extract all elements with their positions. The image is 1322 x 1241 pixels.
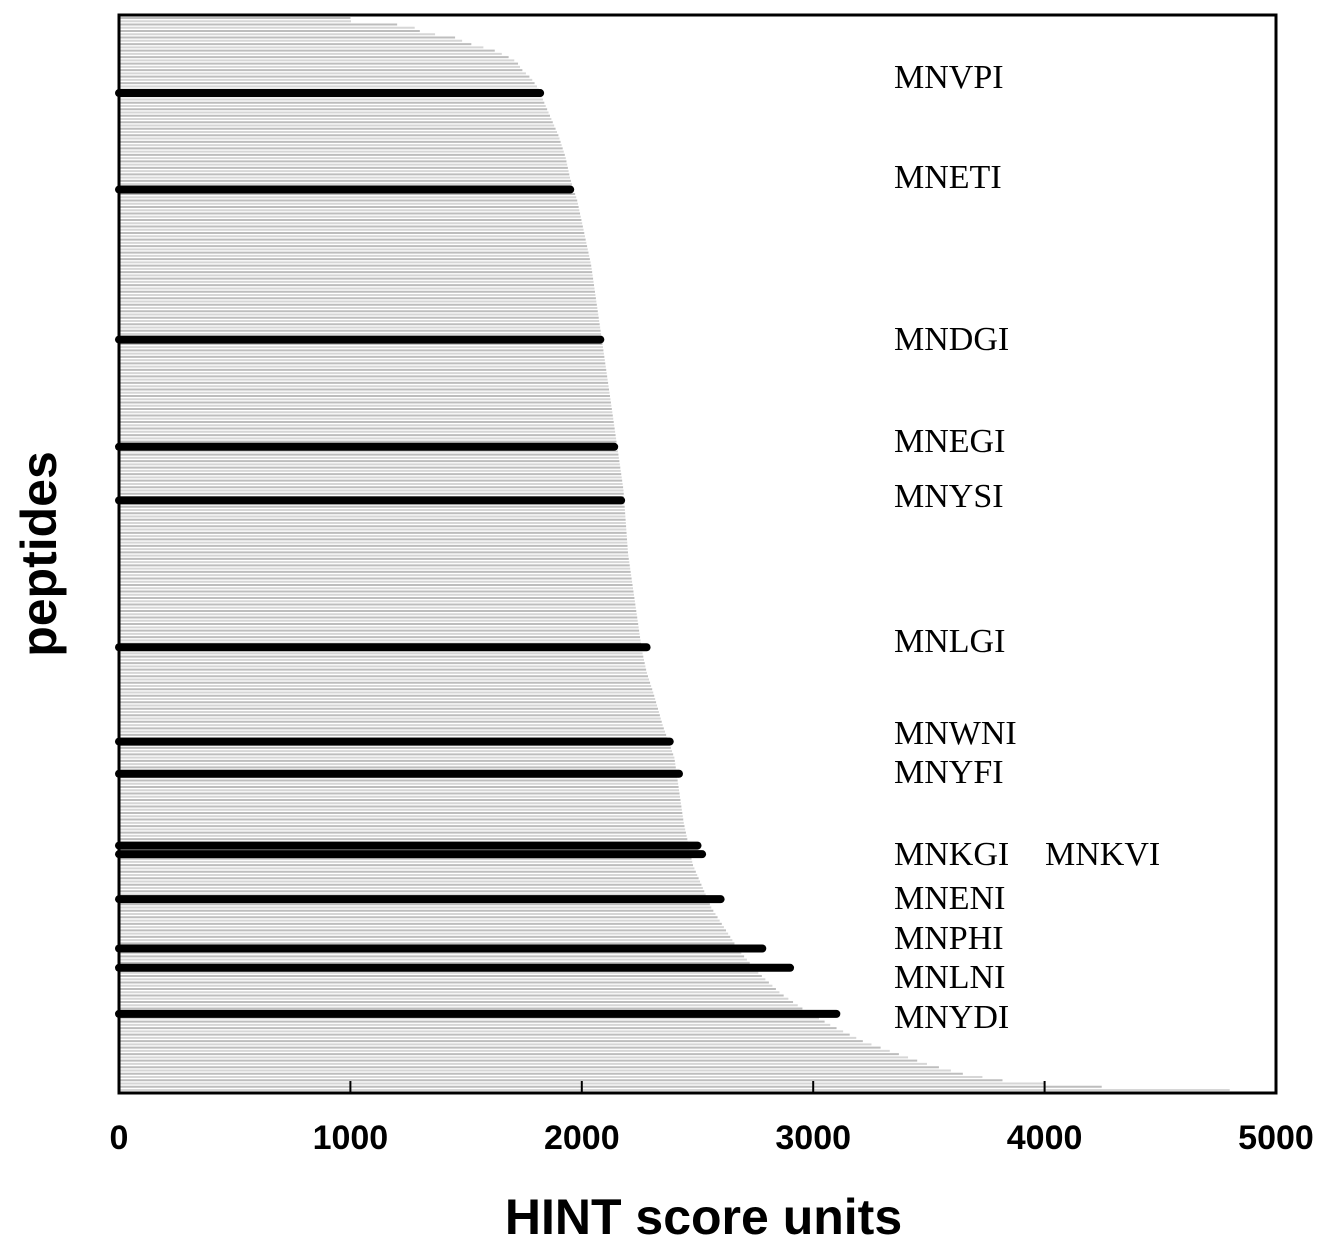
x-tick-label: 3000 — [775, 1119, 851, 1157]
x-tick-label: 1000 — [313, 1119, 389, 1157]
background-bars — [119, 17, 1230, 1091]
x-tick-label: 5000 — [1238, 1119, 1314, 1157]
peptide-label-mnkvi: MNKVI — [1045, 836, 1160, 873]
peptide-label-mneti: MNETI — [894, 159, 1002, 196]
x-tick-label: 2000 — [544, 1119, 620, 1157]
x-tick-label: 0 — [110, 1119, 129, 1157]
peptide-label-mnysi: MNYSI — [894, 478, 1004, 515]
peptide-label-mnydi: MNYDI — [894, 999, 1009, 1036]
peptide-label-mnlni: MNLNI — [894, 959, 1005, 996]
peptide-label-mnvpi: MNVPI — [894, 59, 1004, 96]
y-axis-title: peptides — [11, 451, 67, 657]
peptide-label-mnkgi: MNKGI — [894, 836, 1009, 873]
x-tick-label: 4000 — [1007, 1119, 1083, 1157]
plot-frame — [117, 13, 1278, 1095]
highlighted-bars — [115, 89, 841, 1018]
peptide-label-mnphi: MNPHI — [894, 920, 1004, 957]
x-axis-ticks: 0 1000 2000 3000 4000 5000 — [110, 1081, 1314, 1157]
peptide-label-mneni: MNENI — [894, 880, 1005, 917]
peptide-label-mndgi: MNDGI — [894, 321, 1009, 358]
peptide-labels: MNVPI MNETI MNDGI MNEGI MNYSI MNLGI MNWNIMNYFI… — [894, 59, 1160, 1036]
peptide-label-mnwni: MNWNI — [894, 715, 1017, 752]
peptide-label-mnlgi: MNLGI — [894, 623, 1005, 660]
x-axis-title: HINT score units — [505, 1189, 902, 1241]
peptide-label-mnyfi: MNYFI — [894, 754, 1004, 791]
peptide-label-mnegi: MNEGI — [894, 423, 1005, 460]
